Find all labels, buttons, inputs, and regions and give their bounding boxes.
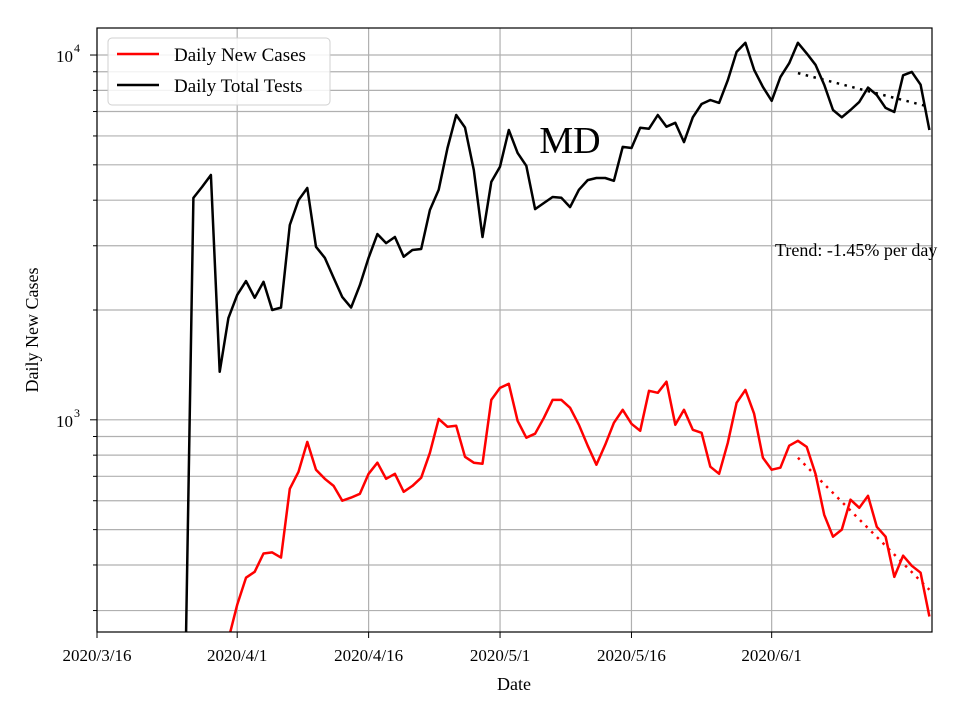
state-annotation: MD [539, 120, 600, 162]
x-tick-label: 2020/4/16 [334, 646, 403, 665]
x-tick-label: 2020/3/16 [63, 646, 132, 665]
x-tick-label: 2020/6/1 [741, 646, 801, 665]
y-tick-exponent: 3 [74, 406, 80, 420]
x-tick-label: 2020/5/16 [597, 646, 666, 665]
legend-label-daily-total-tests: Daily Total Tests [174, 76, 303, 97]
y-tick-label: 10 [56, 47, 73, 66]
legend-label-daily-new-cases: Daily New Cases [174, 45, 306, 66]
x-axis-label: Date [497, 674, 531, 694]
x-tick-label: 2020/4/1 [207, 646, 267, 665]
trend-annotation: Trend: -1.45% per day [775, 240, 937, 260]
series-line-daily-total-tests [184, 41, 931, 632]
x-tick-label: 2020/5/1 [470, 646, 530, 665]
y-axis-label: Daily New Cases [22, 268, 42, 393]
y-tick-label: 10 [56, 412, 73, 431]
legend-box [107, 37, 331, 106]
plot-lines [184, 41, 931, 632]
trend-line-daily-total-tests [797, 71, 930, 109]
legend: Daily New Cases Daily Total Tests [107, 37, 331, 106]
axes-frame [96, 27, 933, 633]
y-tick-exponent: 4 [74, 41, 80, 55]
series-line-daily-new-cases [228, 380, 931, 632]
